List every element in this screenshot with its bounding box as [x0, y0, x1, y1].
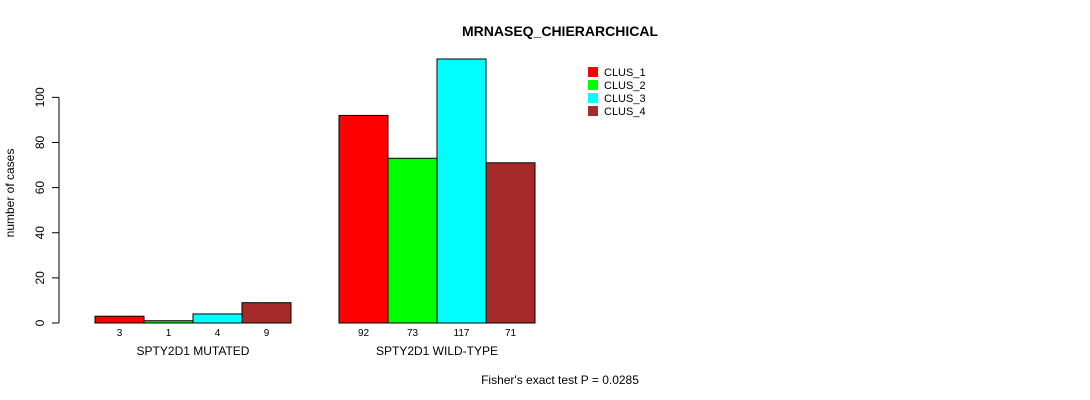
bars [94, 58, 536, 324]
y-tick-label: 100 [33, 87, 47, 107]
y-tick-label: 40 [33, 226, 47, 240]
legend-label: CLUS_1 [604, 67, 646, 79]
y-axis-label: number of cases [3, 149, 17, 238]
bar-count-label: 117 [454, 328, 470, 339]
category-labels: SPTY2D1 MUTATED SPTY2D1 WILD-TYPE [137, 344, 498, 358]
legend-swatch [588, 106, 598, 116]
bar [143, 320, 194, 324]
bar [436, 58, 487, 324]
legend-label: CLUS_3 [604, 93, 646, 105]
category-label: SPTY2D1 MUTATED [137, 344, 250, 358]
bar [192, 313, 243, 324]
bar-count-label: 1 [166, 328, 172, 339]
bar [94, 315, 145, 324]
y-tick-label: 0 [33, 319, 47, 326]
legend-label: CLUS_2 [604, 80, 646, 92]
legend-swatch [588, 80, 598, 90]
bar-count-label: 9 [264, 328, 270, 339]
category-label: SPTY2D1 WILD-TYPE [376, 344, 498, 358]
bar-count-label: 92 [358, 328, 370, 339]
y-tick-label: 80 [33, 135, 47, 149]
y-axis: 0 20 40 60 80 100 [33, 87, 60, 326]
bar-count-label: 73 [407, 328, 419, 339]
bar [338, 114, 389, 324]
bar-count-label: 3 [117, 328, 123, 339]
chart-title: MRNASEQ_CHIERARCHICAL [462, 23, 658, 39]
y-tick-label: 60 [33, 181, 47, 195]
bar-count-label: 71 [505, 328, 517, 339]
legend-swatch [588, 67, 598, 77]
value-labels: 3 1 4 9 92 73 117 71 [117, 328, 517, 339]
bar-count-label: 4 [215, 328, 221, 339]
y-tick-label: 20 [33, 271, 47, 285]
legend-swatch [588, 93, 598, 103]
fisher-test-footnote: Fisher's exact test P = 0.0285 [481, 373, 639, 387]
bar [387, 157, 438, 324]
legend-label: CLUS_4 [604, 106, 646, 118]
bar [241, 302, 292, 324]
bar [485, 162, 536, 324]
